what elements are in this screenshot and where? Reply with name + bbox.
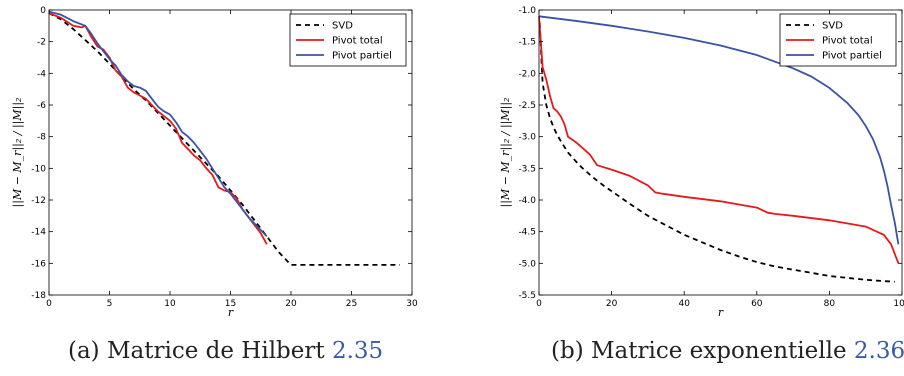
chart-hilbert: 0 5 10 15 20 25 30 0 -2 -4 -6 -8 -10 -12 -14 -16 -18 r ||M… (11, 6, 418, 319)
y-tick-label: -2 (37, 38, 46, 48)
legend-label: Pivot total (822, 36, 873, 47)
x-tick-label: 40 (678, 299, 690, 309)
y-tick-label: -1.5 (518, 38, 536, 48)
series-line-pivot-total (538, 16, 900, 264)
y-axis-label: ||M − M_r||₂ / ||M||₂ (499, 98, 513, 208)
y-tick-label: -4.0 (518, 196, 536, 206)
x-tick-label: 0 (46, 299, 52, 309)
y-tick-label: -4.5 (518, 228, 536, 238)
y-tick-label: -12 (31, 196, 46, 206)
chart-exponentielle: 0 20 40 60 80 100 -1.0 -1.5 -2.0 -2.5 -3.0 -3.5 -4.0… (499, 6, 904, 319)
figure: 0 5 10 15 20 25 30 0 -2 -4 -6 -8 -10 -12 -14 -16 -18 r ||M… (11, 6, 904, 319)
y-tick-label: -5.0 (518, 259, 536, 269)
y-tick-label: -3.0 (518, 133, 536, 143)
legend: SVD Pivot total Pivot partiel (779, 13, 897, 67)
series-line-pivot-partiel (538, 15, 900, 245)
y-tick-label: -10 (31, 164, 46, 174)
x-tick-label: 5 (107, 299, 113, 309)
caption-a-text: (a) Matrice de Hilbert (68, 338, 325, 364)
legend-label: Pivot partiel (822, 51, 882, 62)
x-tick-label: 80 (824, 299, 836, 309)
caption-a: (a) Matrice de Hilbert 2.35 (68, 338, 383, 364)
y-tick-label: 0 (40, 6, 46, 16)
y-tick-label: -4 (37, 69, 46, 79)
y-axis-label: ||M − M_r||₂ / ||M||₂ (11, 98, 25, 208)
y-tick-label: -14 (31, 228, 46, 238)
x-tick-label: 10 (164, 299, 176, 309)
caption-a-ref[interactable]: 2.35 (331, 338, 384, 364)
x-tick-label: 0 (536, 299, 542, 309)
caption-b-text: (b) Matrice exponentielle (551, 338, 847, 364)
y-tick-label: -8 (37, 133, 46, 143)
y-tick-label: -1.0 (518, 6, 536, 16)
legend: SVD Pivot total Pivot partiel (289, 13, 407, 67)
legend-label: Pivot total (332, 36, 383, 47)
legend-label: SVD (332, 21, 353, 32)
x-tick-label: 25 (346, 299, 357, 309)
x-tick-label: 30 (406, 299, 418, 309)
series-line-svd (48, 12, 400, 266)
x-tick-label: 100 (893, 299, 904, 309)
x-axis-label: r (718, 306, 724, 319)
x-axis-label: r (228, 306, 234, 319)
plot-frame (538, 9, 903, 296)
series-line-svd (538, 22, 895, 283)
legend-label: Pivot partiel (332, 51, 392, 62)
caption-b-ref[interactable]: 2.36 (853, 338, 904, 364)
x-tick-label: 60 (751, 299, 763, 309)
legend-label: SVD (822, 21, 843, 32)
x-tick-label: 20 (606, 299, 618, 309)
y-tick-label: -5.5 (518, 291, 536, 301)
y-tick-label: -6 (37, 101, 46, 111)
y-tick-label: -18 (31, 291, 46, 301)
x-tick-label: 20 (285, 299, 297, 309)
series-line-pivot-total (48, 12, 268, 245)
x-tick-label: 15 (225, 299, 236, 309)
y-tick-label: -3.5 (518, 164, 536, 174)
caption-b: (b) Matrice exponentielle 2.36 (551, 338, 904, 364)
series-line-pivot-partiel (48, 10, 268, 238)
y-tick-label: -16 (31, 259, 46, 269)
y-tick-label: -2.5 (518, 101, 536, 111)
y-tick-label: -2.0 (518, 69, 536, 79)
